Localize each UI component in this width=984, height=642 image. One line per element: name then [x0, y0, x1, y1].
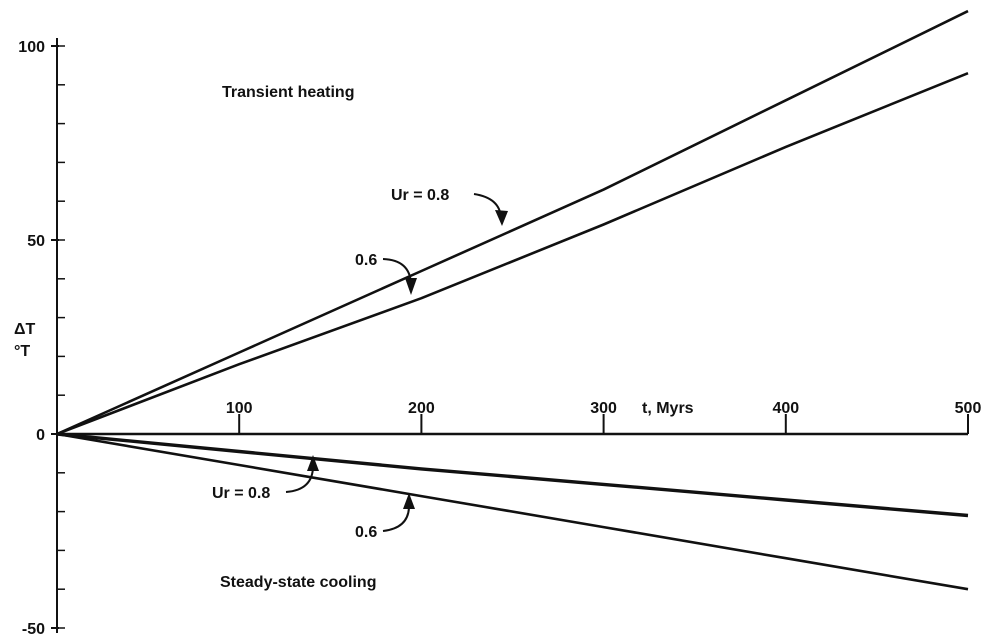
series-line-cooling-3: [56, 432, 969, 591]
annotation-label: 0.6: [355, 252, 377, 269]
x-tick-label: 500: [955, 400, 982, 417]
series-layer: [56, 9, 969, 591]
annotation-arrowhead: [405, 278, 417, 295]
series-line-heating-0: [56, 9, 969, 436]
axes: [56, 38, 968, 633]
y-tick-label: 0: [36, 427, 45, 444]
x-tick-label: 200: [408, 400, 435, 417]
annotation-cooling-ur08: Ur = 0.8: [212, 455, 319, 502]
series-line-cooling-2: [56, 432, 969, 518]
y-tick-label: 50: [27, 233, 45, 250]
y-tick-label: -50: [22, 621, 45, 638]
region-label-heating: Transient heating: [222, 84, 354, 101]
x-tick-label: 100: [226, 400, 253, 417]
y-axis-label-delta: ΔT: [14, 321, 36, 338]
annotation-label: Ur = 0.8: [212, 485, 270, 502]
x-tick-label: 300: [590, 400, 617, 417]
x-axis-label: t, Myrs: [642, 400, 694, 417]
annotation-arrowhead: [495, 210, 508, 226]
annotation-label: 0.6: [355, 524, 377, 541]
region-label-cooling: Steady-state cooling: [220, 574, 376, 591]
annotation-heating-06: 0.6: [355, 252, 417, 295]
annotation-heating-ur08: Ur = 0.8: [391, 187, 508, 226]
y-axis-label-unit: °T: [14, 343, 30, 360]
annotation-label: Ur = 0.8: [391, 187, 449, 204]
annotation-arrowhead: [403, 493, 415, 509]
y-tick-label: 100: [18, 39, 45, 56]
annotation-arrowhead: [307, 455, 319, 471]
series-line-heating-1: [56, 71, 969, 436]
annotation-cooling-06: 0.6: [355, 493, 415, 541]
x-tick-label: 400: [772, 400, 799, 417]
